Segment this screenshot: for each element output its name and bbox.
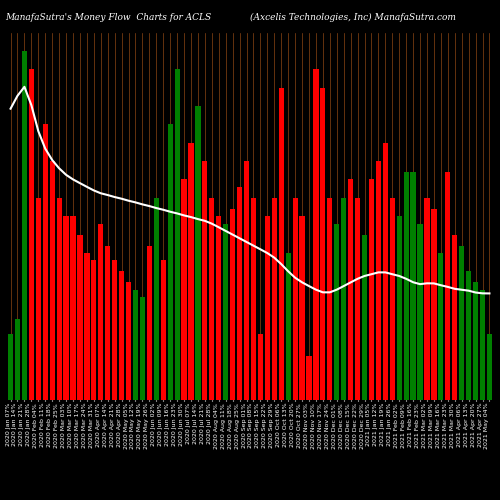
Bar	[369, 180, 374, 400]
Bar	[56, 198, 62, 400]
Bar	[418, 224, 422, 400]
Bar	[22, 51, 27, 400]
Bar	[327, 198, 332, 400]
Text: (Axcelis Technologies, Inc) ManafaSutra.com: (Axcelis Technologies, Inc) ManafaSutra.…	[250, 12, 456, 22]
Bar	[154, 198, 159, 400]
Bar	[314, 69, 318, 400]
Bar	[341, 198, 346, 400]
Bar	[202, 161, 207, 400]
Bar	[410, 172, 416, 400]
Bar	[348, 180, 353, 400]
Bar	[362, 234, 367, 400]
Bar	[133, 290, 138, 400]
Bar	[404, 172, 409, 400]
Bar	[160, 260, 166, 400]
Bar	[42, 124, 48, 400]
Bar	[334, 224, 340, 400]
Bar	[320, 88, 326, 400]
Bar	[15, 319, 20, 400]
Bar	[29, 69, 34, 400]
Bar	[278, 88, 284, 400]
Bar	[432, 209, 436, 400]
Bar	[98, 224, 103, 400]
Bar	[445, 172, 450, 400]
Bar	[216, 216, 222, 400]
Bar	[251, 198, 256, 400]
Bar	[126, 282, 131, 400]
Bar	[487, 334, 492, 400]
Bar	[438, 253, 444, 400]
Bar	[8, 334, 13, 400]
Bar	[188, 143, 194, 400]
Bar	[300, 216, 304, 400]
Bar	[452, 234, 458, 400]
Bar	[84, 253, 89, 400]
Bar	[64, 216, 68, 400]
Bar	[376, 161, 381, 400]
Bar	[112, 260, 117, 400]
Bar	[272, 198, 277, 400]
Bar	[286, 253, 291, 400]
Bar	[140, 297, 145, 400]
Bar	[306, 356, 312, 400]
Bar	[209, 198, 214, 400]
Bar	[168, 124, 173, 400]
Bar	[473, 282, 478, 400]
Bar	[459, 246, 464, 400]
Bar	[466, 272, 471, 400]
Bar	[230, 209, 235, 400]
Bar	[119, 272, 124, 400]
Bar	[292, 198, 298, 400]
Bar	[258, 334, 263, 400]
Bar	[105, 246, 110, 400]
Bar	[70, 216, 76, 400]
Bar	[264, 216, 270, 400]
Bar	[174, 69, 180, 400]
Bar	[424, 198, 430, 400]
Bar	[390, 198, 395, 400]
Bar	[50, 161, 55, 400]
Bar	[196, 106, 200, 400]
Bar	[147, 246, 152, 400]
Bar	[182, 180, 186, 400]
Bar	[244, 161, 249, 400]
Bar	[480, 290, 485, 400]
Text: ManafaSutra's Money Flow  Charts for ACLS: ManafaSutra's Money Flow Charts for ACLS	[5, 12, 211, 22]
Bar	[78, 234, 82, 400]
Bar	[382, 143, 388, 400]
Bar	[237, 187, 242, 400]
Bar	[91, 260, 96, 400]
Bar	[355, 198, 360, 400]
Bar	[36, 198, 41, 400]
Bar	[396, 216, 402, 400]
Bar	[223, 224, 228, 400]
